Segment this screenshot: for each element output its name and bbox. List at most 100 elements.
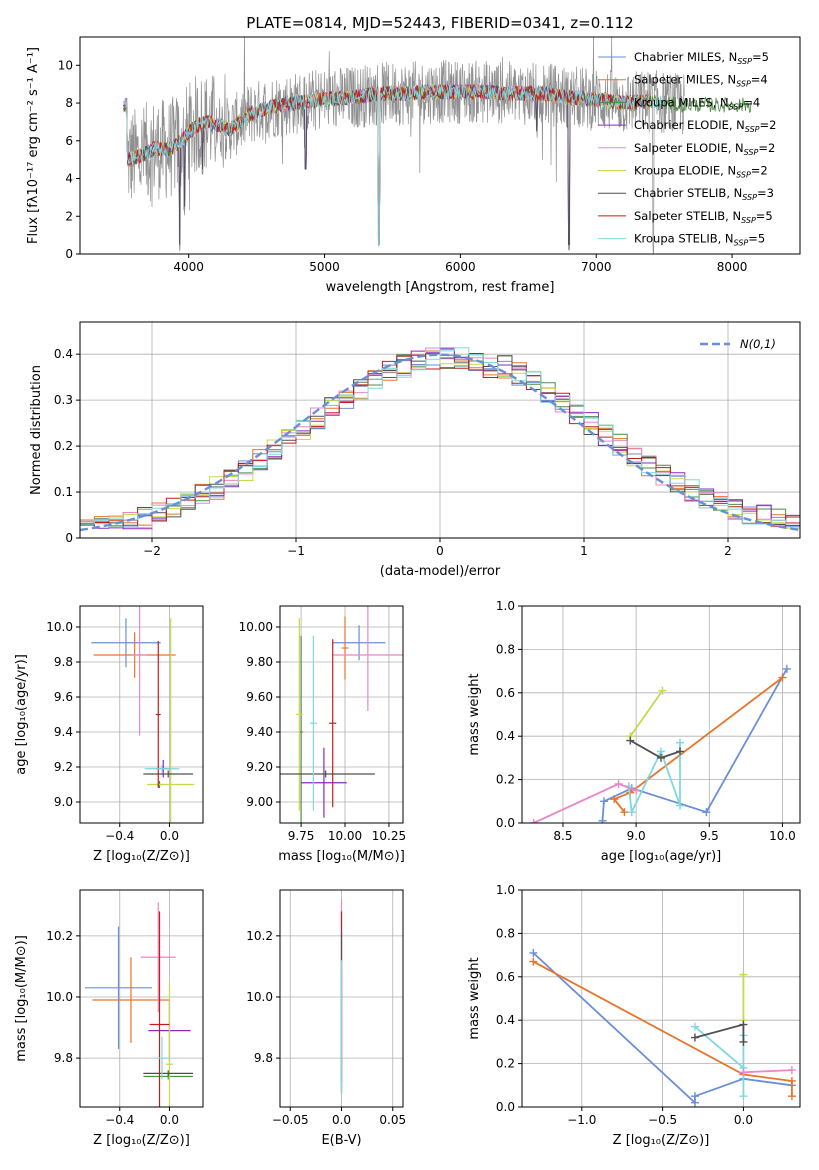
weight-marker (739, 1068, 748, 1077)
y-tick-label: 9.2 (54, 760, 73, 774)
y-tick-label: 9.40 (246, 725, 273, 739)
x-tick-label: 1 (580, 544, 588, 558)
weight-marker (598, 816, 607, 823)
x-tick-label: 9.5 (700, 829, 719, 843)
weight-marker (739, 970, 748, 979)
x-axis-label: age [log₁₀(age/yr)] (601, 849, 722, 864)
legend-label: Chabrier ELODIE, NSSP=2 (634, 118, 776, 134)
y-tick-label: 9.00 (246, 795, 273, 809)
panel-histogram: −2 −1 0 1 2 0 0.1 0.2 0.3 0.4 (data-model)/error No… (29, 321, 801, 579)
legend-label: N(0,1) (740, 337, 776, 351)
y-axis-label: mass [log₁₀(M/M⊙)] (14, 935, 29, 1062)
weight-marker (610, 795, 619, 804)
weight-marker (787, 1076, 796, 1085)
y-tick-label: 10 (58, 58, 73, 72)
y-tick-label: 0.8 (496, 926, 515, 940)
x-axis-label: Z [log₁₀(Z/Z⊙)] (93, 849, 190, 864)
x-tick-label: −1 (287, 544, 305, 558)
y-tick-label: 9.80 (246, 655, 273, 669)
x-tick-label: 8.5 (553, 829, 572, 843)
plot-area (80, 322, 800, 538)
histogram-series (80, 347, 800, 525)
x-tick-label: 8000 (717, 260, 748, 274)
plot-area (522, 606, 800, 823)
y-tick-label: 10.2 (46, 929, 73, 943)
x-tick-label: 0.0 (160, 1113, 179, 1127)
legend-label: Chabrier MILES, NSSP=5 (634, 50, 769, 66)
weight-marker (690, 1033, 699, 1042)
x-tick-label: 4000 (173, 260, 204, 274)
y-axis-label: Flux [fλ10⁻¹⁷ erg cm⁻² s⁻¹ A⁻¹] (26, 47, 41, 244)
x-tick-label: 2 (724, 544, 732, 558)
x-tick-label: −0.05 (272, 1113, 309, 1127)
weight-series (629, 739, 681, 759)
x-axis-label: Z [log₁₀(Z/Z⊙)] (613, 1133, 710, 1148)
weight-marker (529, 957, 538, 966)
y-tick-label: 0.4 (54, 347, 73, 361)
panel-mass-ebv: −0.05 0.0 0.05 9.8 10.0 10.2 E(B-V) (246, 889, 406, 1148)
y-tick-label: 10.0 (246, 990, 273, 1004)
weight-marker (782, 664, 791, 673)
weight-marker (690, 1092, 699, 1101)
x-axis-label: Z [log₁₀(Z/Z⊙)] (93, 1133, 190, 1148)
x-tick-label: 0.0 (734, 1113, 753, 1127)
weight-series (612, 676, 783, 813)
y-tick-label: 2 (65, 209, 73, 223)
weight-series (629, 690, 664, 737)
y-tick-label: 9.8 (254, 1051, 273, 1065)
chart-title: PLATE=0814, MJD=52443, FIBERID=0341, z=0… (246, 14, 633, 32)
x-tick-label: 7000 (581, 260, 612, 274)
y-tick-label: 9.8 (54, 1051, 73, 1065)
y-tick-label: 0 (65, 247, 73, 261)
x-tick-label: 5000 (309, 260, 340, 274)
weight-marker (529, 819, 538, 823)
normal-curve (80, 353, 800, 532)
panel-age-z: −0.4 0.0 9.0 9.2 9.4 9.6 9.8 10.0 Z [log₁₀(Z/Z⊙)… (14, 605, 204, 864)
y-tick-label: 10.0 (46, 620, 73, 634)
y-tick-label: 1.0 (496, 599, 515, 613)
y-tick-label: 0.2 (496, 773, 515, 787)
plot-area (80, 890, 203, 1107)
y-tick-label: 1.0 (496, 883, 515, 897)
panel-weight-age: 8.5 9.0 9.5 10.0 0.0 0.2 0.4 0.6 0.8 1.0 age [log₁… (467, 599, 801, 864)
y-tick-label: 0.6 (496, 686, 515, 700)
weight-marker (626, 736, 635, 745)
x-axis-label: wavelength [Angstrom, rest frame] (326, 280, 555, 295)
legend-label: Salpeter STELIB, NSSP=5 (634, 209, 773, 225)
y-tick-label: 0.3 (54, 393, 73, 407)
y-tick-label: 0.0 (496, 816, 515, 830)
y-axis-label: age [log₁₀(age/yr)] (14, 654, 29, 775)
x-tick-label: 10.25 (372, 829, 406, 843)
model-spectrum (123, 84, 651, 245)
x-axis-label: E(B-V) (321, 1133, 361, 1148)
weight-marker (620, 808, 629, 817)
weight-marker (676, 801, 685, 810)
y-tick-label: 0.2 (496, 1057, 515, 1071)
y-tick-label: 10.0 (46, 990, 73, 1004)
weight-series (532, 960, 793, 1097)
weight-marker (599, 797, 608, 806)
y-tick-label: 0.2 (54, 439, 73, 453)
weight-marker (614, 779, 623, 788)
y-axis-label: mass weight (467, 957, 482, 1039)
y-tick-label: 0.8 (496, 642, 515, 656)
panel-age-mass: 9.75 10.00 10.25 9.00 9.20 9.40 9.60 9.80 10.00 m… (239, 605, 406, 864)
y-tick-label: 0.6 (496, 970, 515, 984)
y-tick-label: 0.4 (496, 729, 515, 743)
axes-frame (79, 36, 801, 255)
legend-label: Kroupa MILES, NSSP=4 (634, 95, 760, 111)
y-tick-label: 0.0 (496, 1100, 515, 1114)
y-tick-label: 10.00 (239, 620, 273, 634)
panel-weight-z: −1.0 −0.5 0.0 0.0 0.2 0.4 0.6 0.8 1.0 Z [log₁₀(Z/… (467, 883, 801, 1148)
y-tick-label: 4 (65, 172, 73, 186)
weight-series (533, 782, 637, 823)
axes-frame (521, 605, 801, 824)
plot-area (123, 37, 753, 254)
weight-marker (632, 786, 641, 795)
y-tick-label: 0.4 (496, 1013, 515, 1027)
axes-frame (279, 605, 404, 824)
weight-marker (739, 1092, 748, 1101)
x-tick-label: −1.0 (567, 1113, 596, 1127)
y-tick-label: 0 (65, 531, 73, 545)
